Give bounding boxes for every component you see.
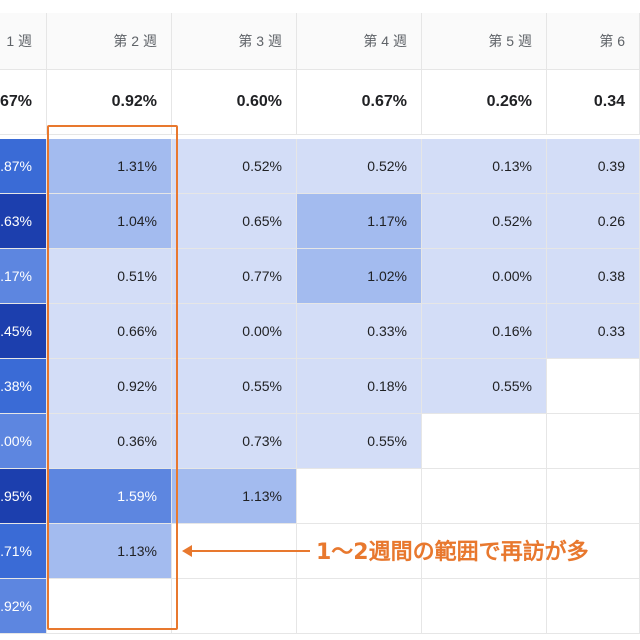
cohort-cell-r6-w3: 0.73%	[172, 414, 297, 469]
cohort-cell-r2-w1: .63%	[0, 194, 47, 249]
cohort-cell-r2-w6: 0.26	[547, 194, 640, 249]
cohort-cell-r5-w5: 0.55%	[422, 359, 547, 414]
cohort-cell-r9-w1: .92%	[0, 579, 47, 634]
cohort-cell-r7-w1: .95%	[0, 469, 47, 524]
cohort-cell-r7-w2: 1.59%	[47, 469, 172, 524]
cohort-cell-r1-w5: 0.13%	[422, 139, 547, 194]
cohort-cell-r3-w3: 0.77%	[172, 249, 297, 304]
cohort-cell-r1-w2: 1.31%	[47, 139, 172, 194]
annotation-text: 1〜2週間の範囲で再訪が多	[316, 540, 589, 565]
cohort-cell-r9-w4	[297, 579, 422, 634]
cohort-cell-r8-w4	[297, 524, 422, 579]
cohort-cell-r6-w4: 0.55%	[297, 414, 422, 469]
cohort-cell-r7-w6	[547, 469, 640, 524]
cohort-cell-r6-w5	[422, 414, 547, 469]
column-header-week-2[interactable]: 第 2 週	[47, 13, 172, 70]
column-header-week-5[interactable]: 第 5 週	[422, 13, 547, 70]
average-value-week-5: 0.26%	[422, 70, 547, 135]
cohort-cell-r4-w5: 0.16%	[422, 304, 547, 359]
average-value-week-4: 0.67%	[297, 70, 422, 135]
cohort-cell-r9-w5	[422, 579, 547, 634]
cohort-cell-r8-w1: .71%	[0, 524, 47, 579]
week-1-2-highlight-box	[47, 125, 178, 630]
cohort-cell-r6-w2: 0.36%	[47, 414, 172, 469]
cohort-cell-r9-w3	[172, 579, 297, 634]
cohort-cell-r3-w2: 0.51%	[47, 249, 172, 304]
cohort-cell-r5-w2: 0.92%	[47, 359, 172, 414]
cohort-cell-r4-w3: 0.00%	[172, 304, 297, 359]
cohort-cell-r5-w4: 0.18%	[297, 359, 422, 414]
cohort-cell-r1-w6: 0.39	[547, 139, 640, 194]
cohort-cell-r8-w2: 1.13%	[47, 524, 172, 579]
cohort-cell-r2-w3: 0.65%	[172, 194, 297, 249]
cohort-cell-r7-w5	[422, 469, 547, 524]
cohort-cell-r8-w5	[422, 524, 547, 579]
column-header-week-1[interactable]: 1 週	[0, 13, 47, 70]
cohort-cell-r7-w3: 1.13%	[172, 469, 297, 524]
cohort-cell-r1-w3: 0.52%	[172, 139, 297, 194]
cohort-cell-r6-w6	[547, 414, 640, 469]
average-value-week-2: 0.92%	[47, 70, 172, 135]
average-value-week-3: 0.60%	[172, 70, 297, 135]
cohort-cell-r3-w4: 1.02%	[297, 249, 422, 304]
cohort-cell-r7-w4	[297, 469, 422, 524]
cohort-cell-r3-w5: 0.00%	[422, 249, 547, 304]
cohort-cell-r4-w4: 0.33%	[297, 304, 422, 359]
column-header-week-3[interactable]: 第 3 週	[172, 13, 297, 70]
cohort-cell-r6-w1: .00%	[0, 414, 47, 469]
cohort-cell-r4-w6: 0.33	[547, 304, 640, 359]
cohort-cell-r2-w4: 1.17%	[297, 194, 422, 249]
cohort-cell-r1-w4: 0.52%	[297, 139, 422, 194]
cohort-cell-r4-w2: 0.66%	[47, 304, 172, 359]
column-header-week-4[interactable]: 第 4 週	[297, 13, 422, 70]
cohort-cell-r9-w2	[47, 579, 172, 634]
cohort-cell-r1-w1: .87%	[0, 139, 47, 194]
cohort-cell-r2-w5: 0.52%	[422, 194, 547, 249]
cohort-cell-r3-w6: 0.38	[547, 249, 640, 304]
column-header-week-6[interactable]: 第 6	[547, 13, 640, 70]
cohort-cell-r2-w2: 1.04%	[47, 194, 172, 249]
average-value-week-1: .67%	[0, 70, 47, 135]
cohort-cell-r5-w1: .38%	[0, 359, 47, 414]
cohort-cell-r9-w6	[547, 579, 640, 634]
cohort-cell-r4-w1: .45%	[0, 304, 47, 359]
cohort-cell-r5-w3: 0.55%	[172, 359, 297, 414]
average-value-week-6: 0.34	[547, 70, 640, 135]
cohort-cell-r3-w1: .17%	[0, 249, 47, 304]
